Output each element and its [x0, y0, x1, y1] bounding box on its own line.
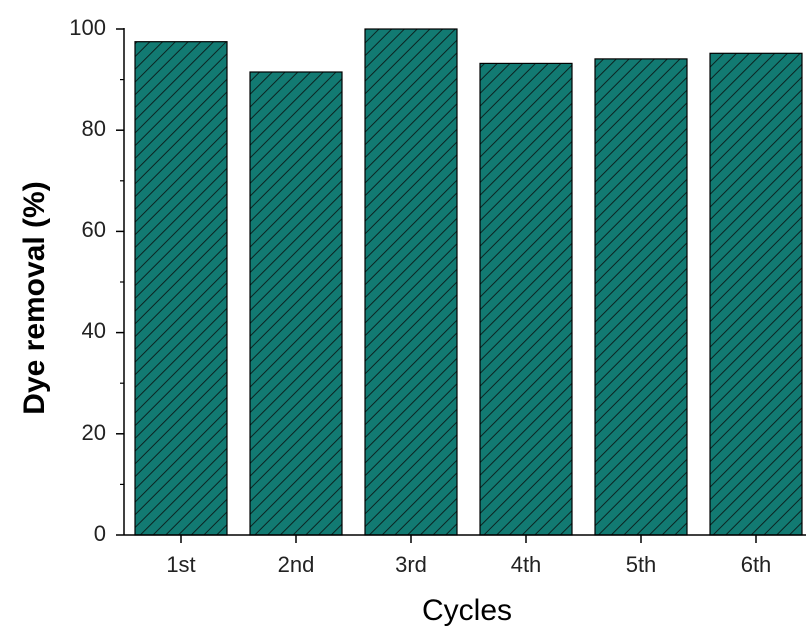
bars-group [134, 28, 803, 536]
x-tick-label-6th: 6th [741, 552, 772, 577]
y-tick-label-20: 20 [82, 420, 106, 445]
bar-2nd [249, 71, 343, 536]
x-tick-labels: 1st 2nd 3rd 4th 5th 6th [166, 552, 771, 577]
x-tick-label-5th: 5th [626, 552, 657, 577]
y-tick-labels: 0 20 40 60 80 100 [69, 15, 106, 546]
y-tick-label-0: 0 [94, 521, 106, 546]
y-tick-label-40: 40 [82, 318, 106, 343]
y-tick-label-100: 100 [69, 15, 106, 40]
x-tick-label-1st: 1st [166, 552, 195, 577]
x-tick-label-4th: 4th [511, 552, 542, 577]
y-tick-label-60: 60 [82, 217, 106, 242]
y-tick-label-80: 80 [82, 116, 106, 141]
x-tick-label-2nd: 2nd [278, 552, 315, 577]
bar-1st [134, 41, 228, 536]
bar-6th [709, 52, 803, 536]
y-axis-title: Dye removal (%) [18, 181, 51, 414]
bar-5th [594, 58, 688, 536]
x-axis-title: Cycles [422, 594, 512, 627]
axes-group [116, 28, 806, 543]
bar-4th [479, 62, 573, 536]
x-tick-label-3rd: 3rd [395, 552, 427, 577]
bar-3rd [364, 28, 458, 536]
